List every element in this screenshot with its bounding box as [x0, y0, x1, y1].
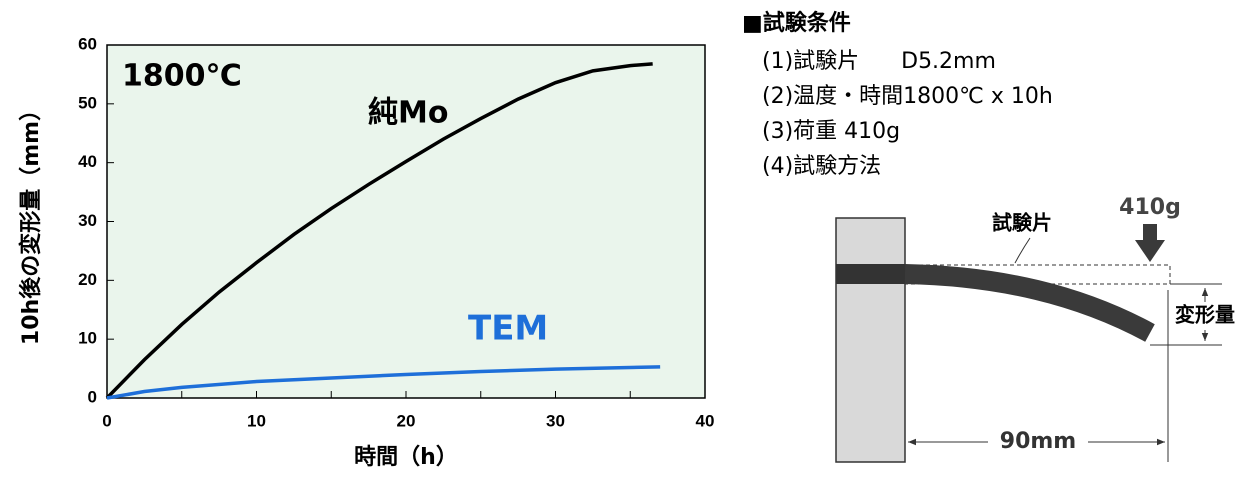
x-tick-label: 0	[102, 411, 111, 430]
deflection-label: 変形量	[1175, 303, 1235, 327]
x-tick-label: 30	[546, 411, 565, 430]
wall	[835, 217, 906, 463]
panel-title: ■試験条件	[742, 10, 851, 36]
label-bg	[988, 428, 1088, 456]
plot-area	[106, 44, 706, 399]
series-line	[105, 62, 653, 400]
y-tick-label: 40	[78, 152, 97, 171]
y-tick-label: 50	[78, 93, 97, 112]
label-bg	[1162, 302, 1248, 330]
x-axis-label: 時間（h）	[354, 445, 458, 470]
annotation: 1800℃	[122, 59, 242, 94]
length-label: 90mm	[1000, 429, 1076, 454]
y-tick-label: 30	[78, 211, 97, 230]
chart: 0 10 20 30 40 50 60 0 10 20 30 40	[78, 34, 714, 430]
load-label: 410g	[1119, 195, 1181, 220]
specimen-label: 試験片	[992, 211, 1052, 235]
bent-rod	[904, 264, 1155, 342]
y-tick-label: 60	[78, 34, 97, 53]
leader	[1014, 237, 1031, 264]
series-label: TEM	[468, 309, 548, 349]
y-axis-label: 10h後の変形量（mm）	[18, 99, 44, 345]
x-tick-label: 10	[247, 411, 266, 430]
clamped-rod	[836, 264, 905, 284]
condition: (3)荷重 410g	[762, 119, 900, 144]
y-tick-label: 10	[78, 329, 97, 348]
x-tick-label: 40	[696, 411, 715, 430]
condition: (2)温度・時間1800℃ x 10h	[762, 84, 1053, 109]
condition: (4)試験方法	[762, 154, 881, 179]
condition: (1)試験片 D5.2mm	[762, 49, 996, 74]
diagram: 410g 試験片 変形量 90mm	[835, 195, 1248, 463]
x-tick-label: 20	[397, 411, 416, 430]
y-tick-label: 0	[88, 387, 97, 406]
load-arrow	[1135, 224, 1165, 262]
series-label: 純Mo	[368, 96, 448, 131]
y-tick-label: 20	[78, 270, 97, 289]
series-line	[106, 365, 661, 400]
